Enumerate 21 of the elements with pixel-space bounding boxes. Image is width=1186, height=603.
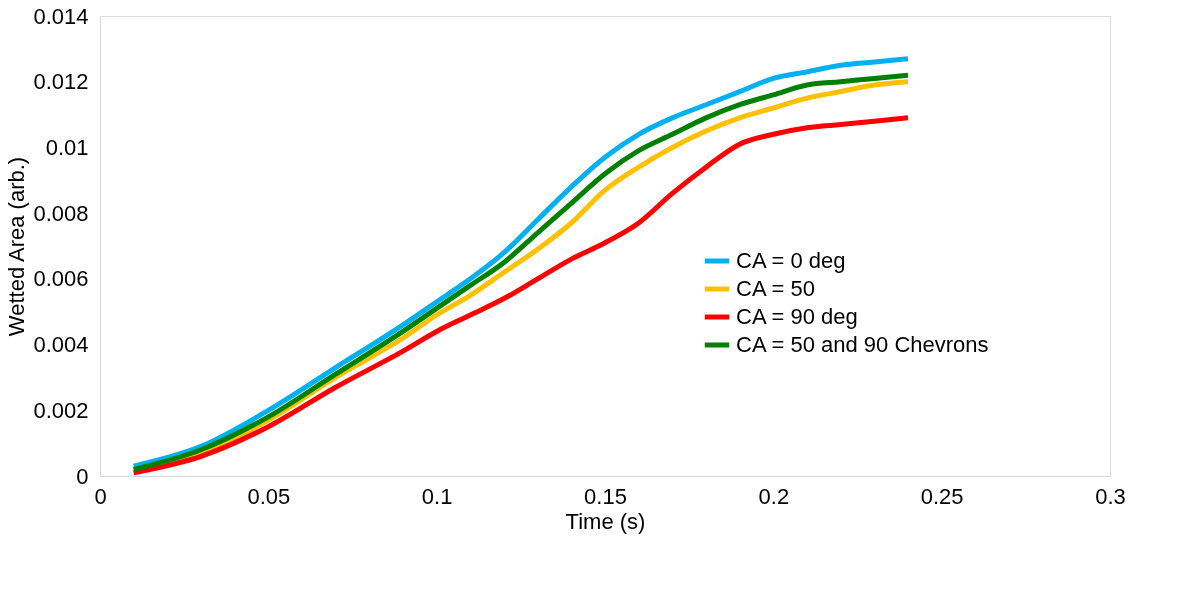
y-tick-label: 0.006 (33, 266, 89, 292)
y-tick-label: 0.012 (33, 69, 89, 95)
x-tick-label: 0.3 (1095, 483, 1126, 509)
x-tick-label: 0.1 (421, 483, 453, 509)
x-tick-label: 0.25 (920, 483, 964, 509)
legend-label: CA = 90 deg (736, 304, 858, 329)
y-tick-label: 0.01 (45, 134, 89, 160)
y-axis-title: Wetted Area (arb.) (4, 156, 30, 337)
legend-label: CA = 50 and 90 Chevrons (736, 332, 989, 357)
legend-label: CA = 50 (736, 276, 815, 301)
x-axis-title: Time (s) (565, 508, 646, 534)
y-tick-label: 0.002 (33, 397, 89, 423)
y-tick-label: 0 (76, 463, 89, 489)
x-tick-label: 0.05 (247, 483, 291, 509)
x-tick-label: 0 (94, 483, 107, 509)
y-tick-label: 0.004 (33, 332, 89, 358)
legend-label: CA = 0 deg (736, 248, 846, 273)
x-tick-label: 0.2 (758, 483, 790, 509)
y-tick-label: 0.008 (33, 200, 89, 226)
y-tick-label: 0.014 (33, 3, 89, 29)
x-tick-label: 0.15 (584, 483, 627, 509)
